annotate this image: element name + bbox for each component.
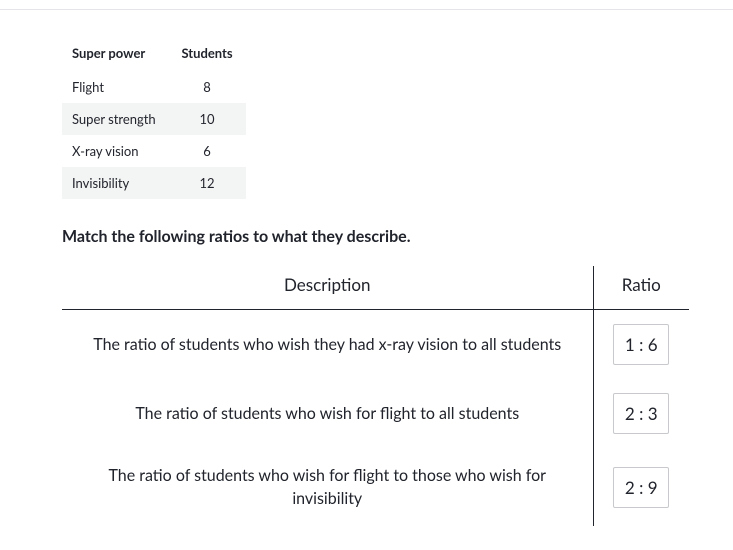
- description-cell: The ratio of students who wish for fligh…: [62, 379, 593, 448]
- column-header-power: Super power: [62, 38, 168, 71]
- ratio-cell: 1 : 6: [593, 310, 689, 380]
- ratio-cell: 2 : 3: [593, 379, 689, 448]
- description-cell: The ratio of students who wish for fligh…: [62, 448, 593, 526]
- table-row: Super strength 10: [62, 103, 246, 135]
- ratio-cell: 2 : 9: [593, 448, 689, 526]
- match-table: Description Ratio The ratio of students …: [62, 266, 689, 526]
- instruction-text: Match the following ratios to what they …: [62, 227, 689, 246]
- description-cell: The ratio of students who wish they had …: [62, 310, 593, 380]
- match-row: The ratio of students who wish for fligh…: [62, 448, 689, 526]
- match-row: The ratio of students who wish they had …: [62, 310, 689, 380]
- column-header-students: Students: [168, 38, 246, 71]
- ratio-answer-box[interactable]: 2 : 9: [613, 467, 669, 508]
- column-header-description: Description: [62, 266, 593, 310]
- cell-count: 6: [168, 135, 246, 167]
- ratio-answer-box[interactable]: 2 : 3: [613, 393, 669, 434]
- ratio-answer-box[interactable]: 1 : 6: [613, 324, 669, 365]
- table-row: Invisibility 12: [62, 167, 246, 199]
- table-row: Flight 8: [62, 71, 246, 103]
- match-row: The ratio of students who wish for fligh…: [62, 379, 689, 448]
- cell-count: 10: [168, 103, 246, 135]
- cell-power: Flight: [62, 71, 168, 103]
- cell-count: 12: [168, 167, 246, 199]
- superpower-table: Super power Students Flight 8 Super stre…: [62, 38, 246, 199]
- page-content: Super power Students Flight 8 Super stre…: [0, 10, 733, 550]
- cell-power: Super strength: [62, 103, 168, 135]
- cell-power: Invisibility: [62, 167, 168, 199]
- cell-power: X-ray vision: [62, 135, 168, 167]
- table-row: X-ray vision 6: [62, 135, 246, 167]
- column-header-ratio: Ratio: [593, 266, 689, 310]
- top-border: [0, 0, 733, 10]
- cell-count: 8: [168, 71, 246, 103]
